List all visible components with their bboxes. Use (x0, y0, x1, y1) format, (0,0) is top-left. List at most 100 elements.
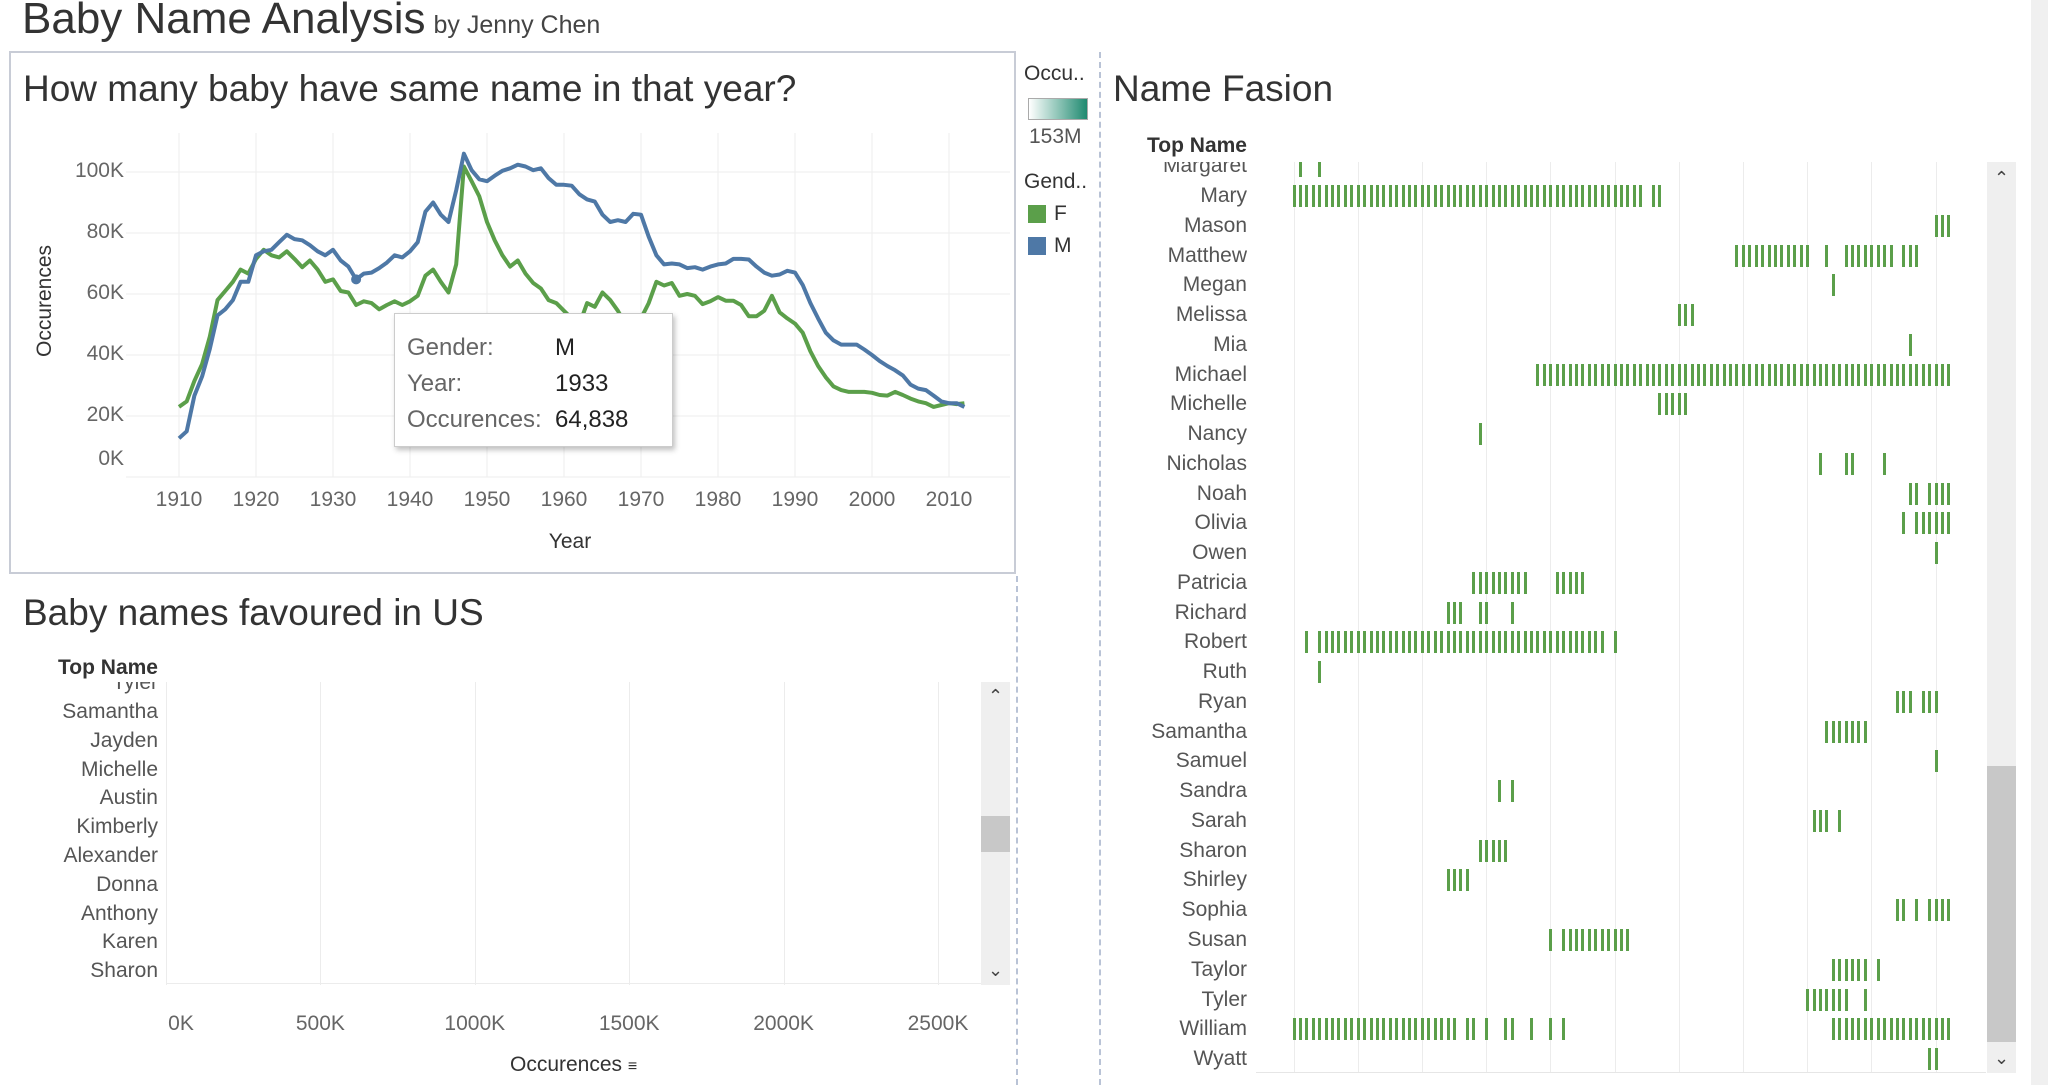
year-tick-mark[interactable] (1459, 869, 1463, 892)
year-tick-mark[interactable] (1883, 1018, 1887, 1041)
line-chart-panel[interactable] (9, 51, 1016, 574)
year-tick-mark[interactable] (1684, 393, 1688, 416)
year-tick-mark[interactable] (1851, 1018, 1855, 1041)
year-tick-mark[interactable] (1876, 1018, 1880, 1041)
row-label[interactable]: Margaret (1162, 162, 1247, 177)
year-tick-mark[interactable] (1908, 1018, 1912, 1041)
year-tick-mark[interactable] (1851, 720, 1855, 743)
year-tick-mark[interactable] (1555, 631, 1559, 654)
year-tick-mark[interactable] (1472, 185, 1476, 207)
year-tick-mark[interactable] (1831, 988, 1835, 1011)
year-tick-mark[interactable] (1940, 363, 1944, 386)
year-tick-mark[interactable] (1517, 185, 1521, 207)
window-scrollbar[interactable] (2031, 0, 2048, 1085)
year-tick-mark[interactable] (1902, 244, 1906, 267)
year-tick-mark[interactable] (1574, 363, 1578, 386)
year-tick-mark[interactable] (1485, 1018, 1489, 1041)
year-tick-mark[interactable] (1446, 601, 1450, 624)
year-tick-mark[interactable] (1786, 363, 1790, 386)
year-tick-mark[interactable] (1363, 631, 1367, 654)
year-tick-mark[interactable] (1928, 482, 1932, 505)
year-tick-mark[interactable] (1478, 423, 1482, 446)
year-tick-mark[interactable] (1696, 363, 1700, 386)
year-tick-mark[interactable] (1523, 631, 1527, 654)
year-tick-mark[interactable] (1838, 1018, 1842, 1041)
year-tick-mark[interactable] (1690, 304, 1694, 327)
year-tick-mark[interactable] (1485, 631, 1489, 654)
year-tick-mark[interactable] (1305, 1018, 1309, 1041)
year-tick-mark[interactable] (1652, 363, 1656, 386)
year-tick-mark[interactable] (1408, 1018, 1412, 1041)
year-tick-mark[interactable] (1504, 1018, 1508, 1041)
year-tick-mark[interactable] (1510, 780, 1514, 803)
year-tick-mark[interactable] (1459, 601, 1463, 624)
year-tick-mark[interactable] (1510, 631, 1514, 654)
year-tick-mark[interactable] (1568, 631, 1572, 654)
year-tick-mark[interactable] (1761, 244, 1765, 267)
year-tick-mark[interactable] (1780, 244, 1784, 267)
row-label[interactable]: Ruth (1202, 660, 1247, 684)
year-tick-mark[interactable] (1902, 690, 1906, 713)
bar-chart-scrollbar[interactable]: ⌃ ⌄ (981, 682, 1010, 985)
year-tick-mark[interactable] (1928, 512, 1932, 535)
year-tick-mark[interactable] (1497, 839, 1501, 862)
year-tick-mark[interactable] (1851, 958, 1855, 981)
year-tick-mark[interactable] (1472, 1018, 1476, 1041)
year-tick-mark[interactable] (1876, 363, 1880, 386)
year-tick-mark[interactable] (1446, 1018, 1450, 1041)
year-tick-mark[interactable] (1388, 185, 1392, 207)
year-tick-mark[interactable] (1940, 1018, 1944, 1041)
year-tick-mark[interactable] (1729, 363, 1733, 386)
sort-descending-icon[interactable]: ≡ (627, 1058, 638, 1075)
year-tick-mark[interactable] (1928, 1048, 1932, 1071)
year-tick-mark[interactable] (1902, 512, 1906, 535)
year-tick-mark[interactable] (1478, 185, 1482, 207)
year-tick-mark[interactable] (1883, 244, 1887, 267)
year-tick-mark[interactable] (1915, 482, 1919, 505)
row-label[interactable]: Austin (99, 786, 158, 810)
year-tick-mark[interactable] (1318, 661, 1322, 684)
year-tick-mark[interactable] (1876, 244, 1880, 267)
year-tick-mark[interactable] (1433, 631, 1437, 654)
year-tick-mark[interactable] (1947, 1018, 1951, 1041)
year-tick-mark[interactable] (1677, 393, 1681, 416)
year-tick-mark[interactable] (1504, 185, 1508, 207)
year-tick-mark[interactable] (1857, 363, 1861, 386)
year-tick-mark[interactable] (1863, 720, 1867, 743)
name-fashion-scrollbar[interactable]: ⌃ ⌄ (1987, 162, 2016, 1073)
year-tick-mark[interactable] (1337, 631, 1341, 654)
year-tick-mark[interactable] (1388, 631, 1392, 654)
year-tick-mark[interactable] (1497, 185, 1501, 207)
year-tick-mark[interactable] (1613, 929, 1617, 951)
occurrence-legend-title[interactable]: Occu.. (1024, 62, 1085, 85)
year-tick-mark[interactable] (1915, 1018, 1919, 1041)
year-tick-mark[interactable] (1440, 185, 1444, 207)
year-tick-mark[interactable] (1356, 1018, 1360, 1041)
year-tick-mark[interactable] (1298, 185, 1302, 207)
year-tick-mark[interactable] (1427, 1018, 1431, 1041)
year-tick-mark[interactable] (1420, 1018, 1424, 1041)
year-tick-mark[interactable] (1491, 571, 1495, 594)
year-tick-mark[interactable] (1562, 929, 1566, 951)
year-tick-mark[interactable] (1844, 988, 1848, 1011)
year-tick-mark[interactable] (1741, 363, 1745, 386)
year-tick-mark[interactable] (1774, 363, 1777, 386)
year-tick-mark[interactable] (1600, 631, 1604, 654)
year-tick-mark[interactable] (1446, 869, 1450, 892)
year-tick-mark[interactable] (1517, 631, 1521, 654)
year-tick-mark[interactable] (1825, 363, 1829, 386)
year-tick-mark[interactable] (1947, 512, 1951, 535)
year-tick-mark[interactable] (1863, 1018, 1867, 1041)
row-label[interactable]: Mary (1200, 184, 1247, 207)
bar-x-axis-title[interactable]: Occurences ≡ (510, 1053, 637, 1077)
year-tick-mark[interactable] (1863, 363, 1867, 386)
year-tick-mark[interactable] (1934, 690, 1938, 713)
year-tick-mark[interactable] (1818, 363, 1822, 386)
row-label[interactable]: Sarah (1190, 808, 1247, 832)
year-tick-mark[interactable] (1639, 185, 1643, 207)
year-tick-mark[interactable] (1639, 363, 1643, 386)
year-tick-mark[interactable] (1562, 1018, 1566, 1041)
year-tick-mark[interactable] (1793, 244, 1797, 267)
year-tick-mark[interactable] (1915, 899, 1919, 922)
year-tick-mark[interactable] (1799, 363, 1803, 386)
